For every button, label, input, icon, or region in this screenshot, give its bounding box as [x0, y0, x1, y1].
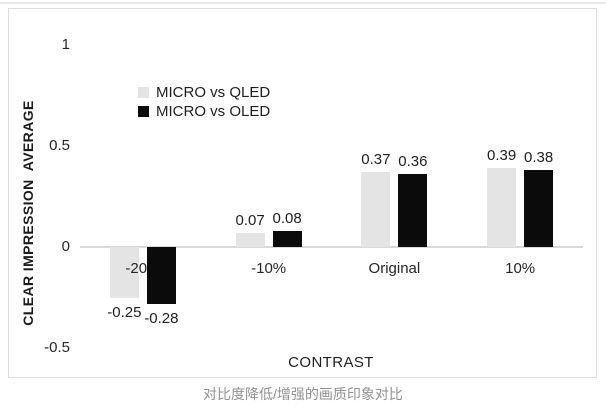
bar-qled — [235, 232, 265, 247]
value-label: 0.37 — [361, 151, 391, 169]
category-label: -10% — [251, 260, 287, 277]
value-label: 0.39 — [487, 147, 517, 165]
legend-label-qled: MICRO vs QLED — [156, 83, 271, 101]
bar-oled — [146, 247, 176, 304]
y-tick-label: 0 — [61, 238, 70, 255]
legend-item-qled: MICRO vs QLED — [138, 83, 271, 101]
category-label: Original — [368, 260, 421, 277]
value-label: -0.28 — [144, 309, 179, 327]
value-label: 0.08 — [272, 209, 302, 227]
category-label: 10% — [505, 260, 536, 277]
x-axis-line — [80, 246, 583, 248]
top-divider — [0, 2, 606, 4]
legend-marker-qled-icon — [138, 86, 149, 98]
y-tick-label: 0.5 — [49, 137, 70, 154]
value-label: -0.25 — [107, 303, 142, 321]
bar-oled — [398, 174, 428, 247]
bar-qled — [109, 247, 139, 298]
y-axis-title: CLEAR IMPRESSION AVERAGE — [20, 100, 36, 326]
y-tick-label: 1 — [61, 36, 70, 53]
bar-oled — [524, 170, 554, 247]
legend: MICRO vs QLED MICRO vs OLED — [138, 84, 270, 122]
legend-item-oled: MICRO vs OLED — [138, 102, 271, 120]
chart-caption: 对比度降低/增强的画质印象对比 — [203, 386, 403, 402]
value-label: 0.07 — [235, 211, 265, 229]
bar-qled — [361, 172, 391, 247]
y-tick-label: -0.5 — [44, 339, 70, 356]
category-label: -20% — [125, 260, 161, 277]
value-label: 0.38 — [524, 149, 554, 167]
bar-qled — [487, 168, 517, 247]
value-label: 0.36 — [398, 153, 428, 171]
x-axis-title: CONTRAST — [288, 354, 374, 371]
legend-label-oled: MICRO vs OLED — [156, 102, 271, 120]
legend-marker-oled-icon — [138, 105, 149, 117]
bar-oled — [272, 230, 302, 247]
